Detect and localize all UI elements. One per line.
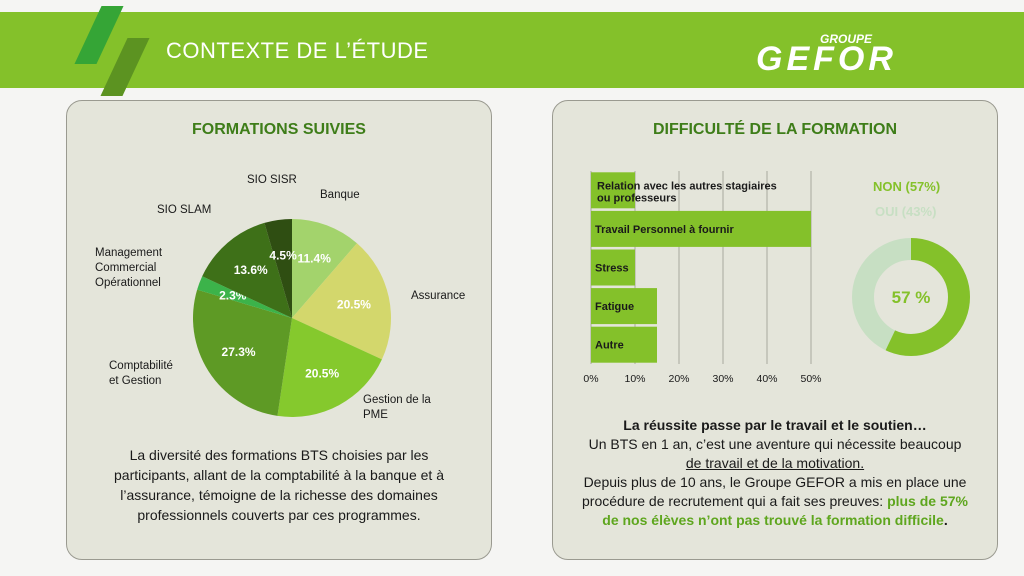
pie-slice-comptabilite-et-gestion [192, 289, 292, 416]
bar-category-label: Stress [595, 263, 629, 275]
logo-small-text: GROUPE [820, 32, 873, 46]
bar-category-label: Autre [595, 340, 624, 352]
summary-highlight: plus de 57% de nos élèves n’ont pas trou… [602, 493, 968, 528]
bar-autre [591, 326, 657, 363]
pie-category-label: SIO SISR [247, 174, 297, 186]
bar-category-label: Fatigue [595, 301, 634, 313]
bar-tick-label: 10% [624, 373, 645, 385]
logo-big-text: GEFOR [756, 40, 897, 74]
pie-value-label: 20.5% [337, 298, 371, 312]
bar-travail-personnel-a-fournir [591, 210, 811, 247]
formations-title: FORMATIONS SUIVIES [192, 121, 366, 138]
pie-slice-sio-sisr [264, 219, 292, 318]
bar-stress [591, 249, 635, 286]
pie-category-label: Gestion de la PME [363, 394, 431, 421]
page-title: CONTEXTE DE L’ÉTUDE [166, 38, 429, 63]
summary-lead: La réussite passe par le travail et le s… [623, 417, 927, 433]
bar-fatigue [591, 288, 657, 325]
pie-value-label: 11.4% [298, 252, 332, 266]
bar-tick-label: 20% [668, 373, 689, 385]
bar-category-label: Relation avec les autres stagiaires ou pr… [597, 180, 777, 204]
gefor-logo: GROUPE GEFOR [756, 32, 897, 74]
difficulty-panel: DIFFICULTÉ DE LA FORMATION 0% 10% 20% 30% 40… [552, 100, 998, 560]
pie-category-label: SIO SLAM [157, 204, 211, 216]
difficulty-title: DIFFICULTÉ DE LA FORMATION [652, 121, 898, 138]
pie-slice-management-commercial-operationnel [197, 276, 292, 318]
legend-no: NON (57%) [873, 179, 941, 194]
formations-panel: FORMATIONS SUIVIES 11.4% Banque 20.5% Assur… [66, 100, 492, 560]
pie-slice-sio-slam [202, 222, 292, 318]
summary-line2: de travail et de la motivation. [685, 455, 865, 471]
pie-category-label: Banque [320, 189, 360, 201]
pie-value-label: 13.6% [234, 263, 268, 277]
pie-category-label: Assurance [411, 290, 465, 302]
difficulty-summary: La réussite passe par le travail et le s… [573, 416, 977, 530]
formations-description: La diversité des formations BTS choisies… [114, 447, 444, 523]
pie-category-label: Management Commercial Opérationnel [95, 247, 163, 289]
bar-relation-avec-les-autres-stagiaires-ou-professeurs [591, 172, 635, 209]
bar-tick-label: 50% [800, 373, 821, 385]
bar-tick-label: 40% [756, 373, 777, 385]
donut-center-label: 57 % [892, 288, 931, 307]
legend-yes: OUI (43%) [875, 204, 937, 219]
donut-slice-non [852, 238, 970, 356]
pie-slice-assurance [292, 243, 392, 360]
difficulty-bar-chart: 0% 10% 20% 30% 40% 50% Relation avec les autre… [583, 171, 822, 385]
header-bar [0, 12, 1024, 88]
pie-value-label: 4.5% [269, 248, 297, 262]
summary-line3: Depuis plus de 10 ans, le Groupe GEFOR a… [582, 474, 967, 509]
bar-category-label: Travail Personnel à fournir [595, 224, 734, 236]
pie-slice-gestion-de-la-pme [277, 318, 382, 417]
pie-slice-banque [292, 219, 357, 318]
pie-value-label: 20.5% [305, 367, 339, 381]
bar-tick-label: 0% [583, 373, 598, 385]
bar-tick-label: 30% [712, 373, 733, 385]
pie-value-label: 27.3% [222, 345, 256, 359]
summary-end: . [943, 512, 948, 528]
difficulty-donut-chart: 57 % [852, 238, 970, 356]
formations-pie-chart: 11.4% Banque 20.5% Assurance 20.5% Gestion de… [95, 174, 465, 421]
summary-line1: Un BTS en 1 an, c’est une aventure qui n… [588, 436, 962, 452]
pie-category-label: Comptabilité et Gestion [109, 360, 173, 387]
